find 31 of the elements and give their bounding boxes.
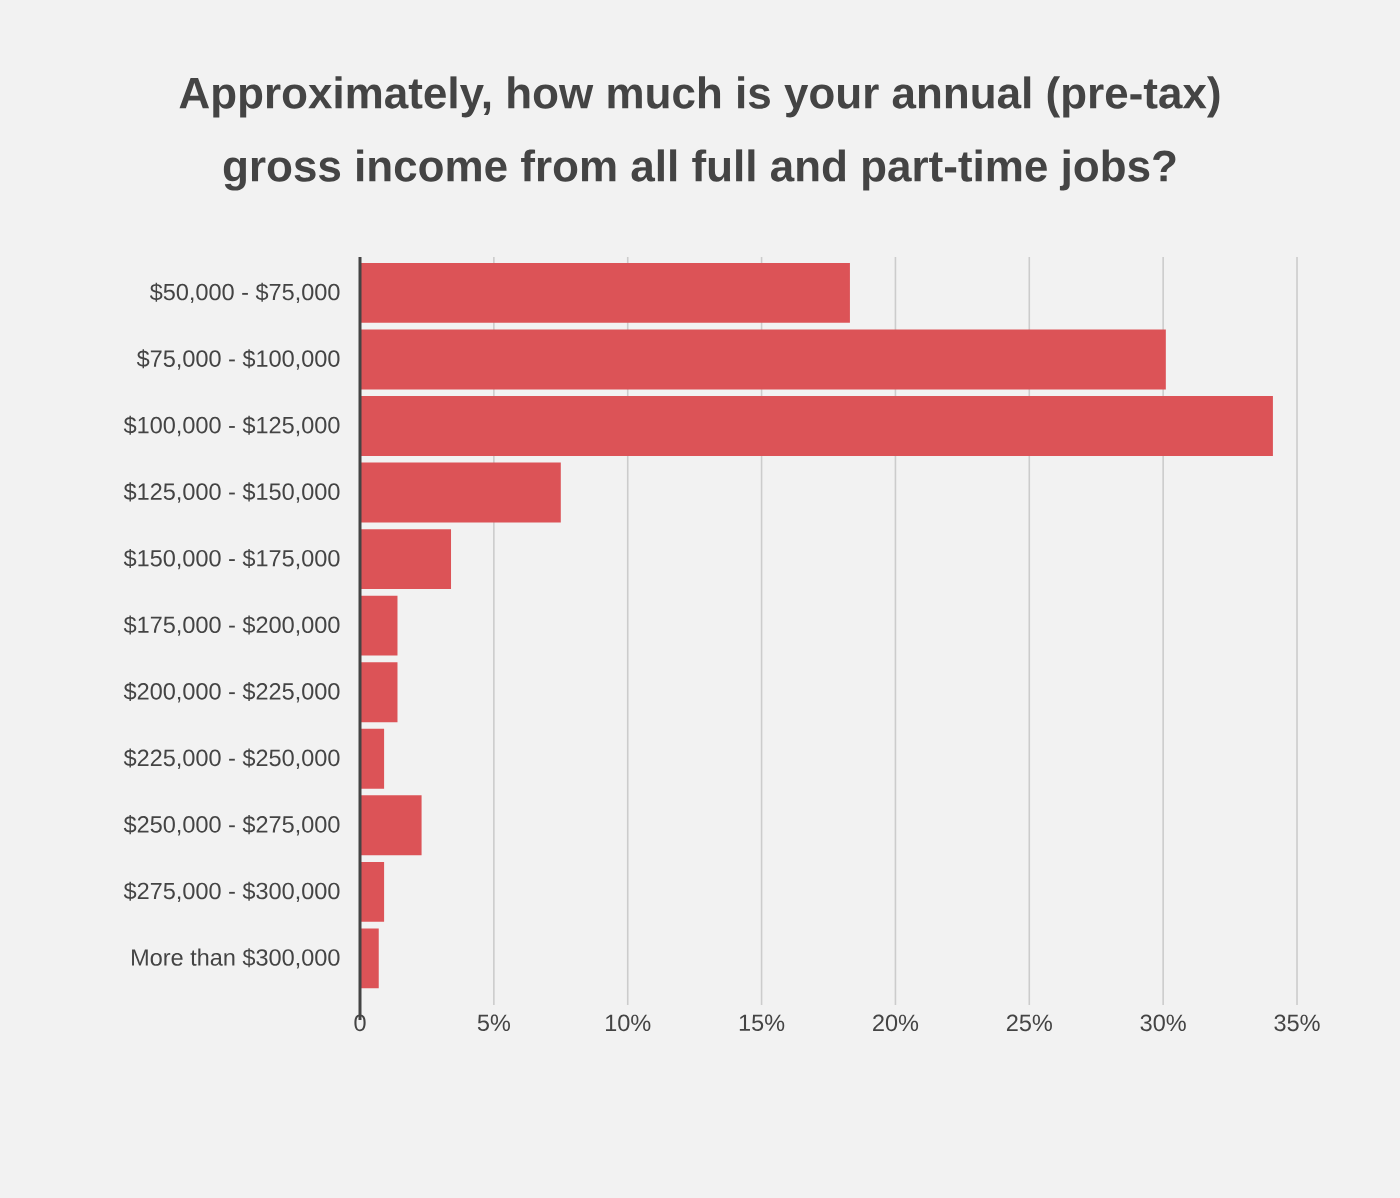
- bar: [360, 529, 452, 590]
- x-tick-label: 35%: [1274, 1014, 1320, 1032]
- bar: [360, 928, 379, 989]
- bar: [360, 396, 1273, 456]
- x-tick-label: 10%: [605, 1014, 651, 1032]
- y-tick-label: $275,000 - $300,000: [123, 881, 340, 903]
- bar: [360, 462, 561, 523]
- x-tick-label: 25%: [1006, 1014, 1052, 1032]
- x-tick-label: 5%: [477, 1014, 510, 1032]
- bar: [360, 329, 1166, 390]
- x-tick-label: 15%: [739, 1014, 785, 1032]
- y-tick-label: $175,000 - $200,000: [123, 615, 340, 636]
- y-tick-label: $250,000 - $275,000: [123, 815, 340, 836]
- y-tick-label: $100,000 - $125,000: [123, 415, 340, 437]
- x-tick-label: 20%: [873, 1014, 919, 1032]
- bar: [360, 728, 385, 789]
- bar: [360, 262, 850, 323]
- y-tick-label: $125,000 - $150,000: [123, 482, 340, 503]
- bar: [360, 795, 422, 856]
- y-tick-label: $225,000 - $250,000: [123, 748, 340, 769]
- y-tick-label: $200,000 - $225,000: [123, 682, 340, 703]
- x-tick-label: 0: [354, 1014, 366, 1032]
- bar: [360, 861, 385, 922]
- y-tick-label: $75,000 - $100,000: [136, 349, 340, 370]
- x-tick-label: 30%: [1140, 1014, 1186, 1032]
- y-tick-label: $150,000 - $175,000: [123, 548, 340, 570]
- y-tick-label: $50,000 - $75,000: [149, 282, 340, 304]
- bar: [360, 595, 398, 656]
- bar: [360, 662, 398, 723]
- chart-title: Approximately, how much is your annual (pre-tax) gross income from all full and part-time jobs?: [179, 76, 1220, 191]
- y-tick-label: More than $300,000: [132, 948, 340, 969]
